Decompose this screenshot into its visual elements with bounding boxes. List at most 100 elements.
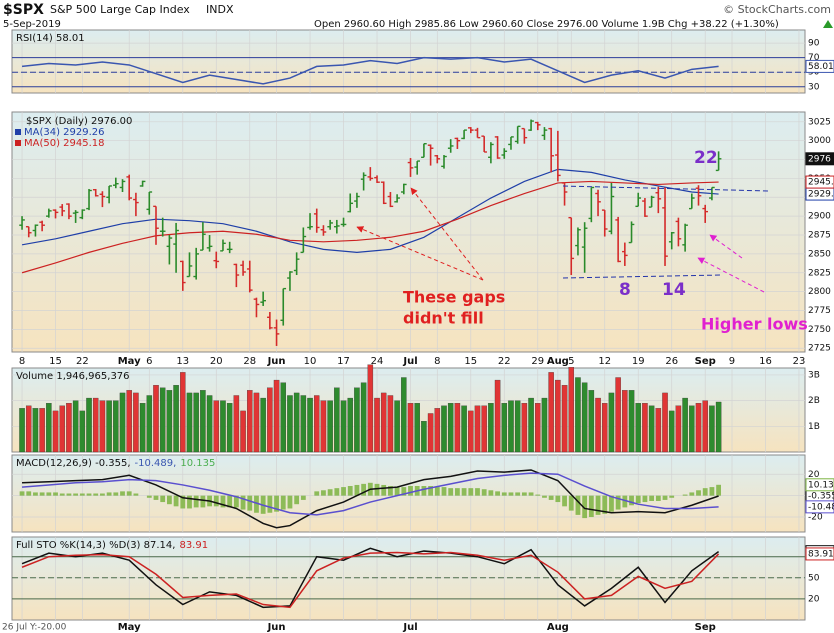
- series-line: [21, 180, 719, 274]
- histogram-bar: [86, 493, 92, 496]
- histogram-bar: [354, 484, 360, 496]
- legend-entry: RSI(14) 58.01: [16, 33, 85, 44]
- volume-bar: [327, 400, 333, 453]
- x-tick-label: 12: [598, 356, 611, 367]
- volume-bar: [709, 405, 715, 453]
- y-tick-label: 20: [808, 594, 820, 604]
- x-tick-label: 28: [243, 356, 256, 367]
- histogram-bar: [347, 486, 353, 496]
- x-tick-label: 13: [176, 356, 189, 367]
- value-badge: [805, 152, 834, 166]
- volume-bar: [159, 387, 166, 453]
- x-tick-label: 6: [146, 356, 152, 367]
- volume-bar: [360, 382, 367, 453]
- cursor-readout: 26 Jul Y:-20.00: [2, 623, 67, 633]
- volume-bar: [675, 405, 682, 453]
- volume-bar: [555, 379, 561, 453]
- histogram-bar: [314, 491, 320, 496]
- value-badge-label: 2929.26: [808, 190, 834, 200]
- histogram-bar: [602, 495, 608, 514]
- histogram-bar: [649, 495, 655, 501]
- volume-bar: [427, 413, 434, 453]
- histogram-bar: [294, 495, 300, 505]
- x-tick-label: 29: [531, 356, 544, 367]
- panel: -20020-0.355-10.48910.135MACD(12,26,9) -…: [11, 454, 834, 533]
- y-tick-label: 1B: [808, 422, 820, 432]
- x-tick-label: Sep: [695, 356, 716, 367]
- histogram-bar: [481, 489, 487, 496]
- histogram-bar: [662, 495, 668, 500]
- histogram-bar: [615, 495, 621, 510]
- histogram-bar: [548, 495, 554, 500]
- volume-bar: [387, 395, 394, 453]
- histogram-bar: [113, 492, 119, 496]
- volume-bar: [273, 379, 280, 453]
- arrow: [410, 187, 484, 281]
- histogram-bar: [334, 488, 340, 496]
- series-line: [21, 547, 720, 609]
- volume-bar: [287, 395, 293, 453]
- histogram-bar: [133, 493, 139, 496]
- volume-bar: [481, 405, 487, 453]
- y-tick-label: 2800: [808, 287, 831, 297]
- volume-bar: [561, 385, 568, 453]
- histogram-bar: [106, 492, 112, 496]
- index-name: S&P 500 Large Cap Index: [50, 3, 190, 16]
- histogram-bar: [39, 492, 45, 496]
- x-tick-label: Sep: [695, 622, 716, 633]
- x-tick-label: Aug: [547, 622, 569, 633]
- histogram-bar: [555, 495, 561, 503]
- exchange: INDX: [206, 3, 234, 16]
- volume-bar: [46, 403, 52, 453]
- x-tick-label: Jun: [267, 356, 286, 367]
- annotation: These gaps: [403, 288, 505, 307]
- x-tick-label: May: [118, 356, 141, 367]
- histogram-bar: [19, 491, 25, 496]
- histogram-bar: [682, 494, 688, 496]
- legend-entry: MA(50) 2945.18: [24, 138, 105, 149]
- histogram-bar: [240, 495, 246, 510]
- x-tick-label: Jul: [402, 622, 417, 633]
- value-badge: [805, 500, 834, 514]
- histogram-bar: [709, 487, 715, 496]
- value-badge: [805, 478, 834, 492]
- volume-bar: [340, 400, 347, 453]
- volume-bar: [25, 405, 32, 453]
- volume-bar: [702, 400, 708, 453]
- y-tick-label: 2B: [808, 396, 820, 406]
- legend-entry: Full STO %K(14,3) %D(3) 87.14,: [16, 540, 175, 551]
- panel: 2725275027752800282528502875290029252950…: [11, 111, 834, 354]
- histogram-bar: [166, 495, 172, 505]
- histogram-bar: [448, 488, 454, 496]
- y-tick-label: 30: [808, 82, 820, 92]
- volume-bar: [367, 364, 374, 453]
- histogram-bar: [254, 495, 259, 513]
- value-badge-label: 83.91: [808, 549, 834, 559]
- histogram-bar: [100, 493, 105, 496]
- volume-bar: [655, 408, 662, 453]
- volume-bar: [180, 372, 186, 453]
- volume-bar: [615, 377, 621, 453]
- histogram-bar: [153, 495, 159, 500]
- volume-bar: [715, 401, 722, 453]
- y-tick-label: 2775: [808, 306, 831, 316]
- volume-bar: [293, 392, 300, 453]
- volume-bar: [501, 403, 508, 453]
- volume-bar: [307, 397, 313, 453]
- volume-bar: [521, 403, 528, 453]
- histogram-bar: [193, 495, 199, 508]
- histogram-bar: [588, 495, 594, 518]
- volume-bar: [494, 379, 501, 453]
- histogram-bar: [341, 487, 346, 496]
- x-tick-label: 17: [337, 356, 350, 367]
- volume-bar: [528, 397, 534, 453]
- volume-bar: [72, 400, 79, 453]
- x-tick-label: 8: [434, 356, 440, 367]
- volume-bar: [568, 367, 575, 453]
- y-tick-label: 2875: [808, 231, 831, 241]
- x-tick-label: 22: [498, 356, 511, 367]
- arrow: [356, 226, 484, 281]
- histogram-bar: [428, 486, 434, 496]
- histogram-bar: [53, 492, 58, 496]
